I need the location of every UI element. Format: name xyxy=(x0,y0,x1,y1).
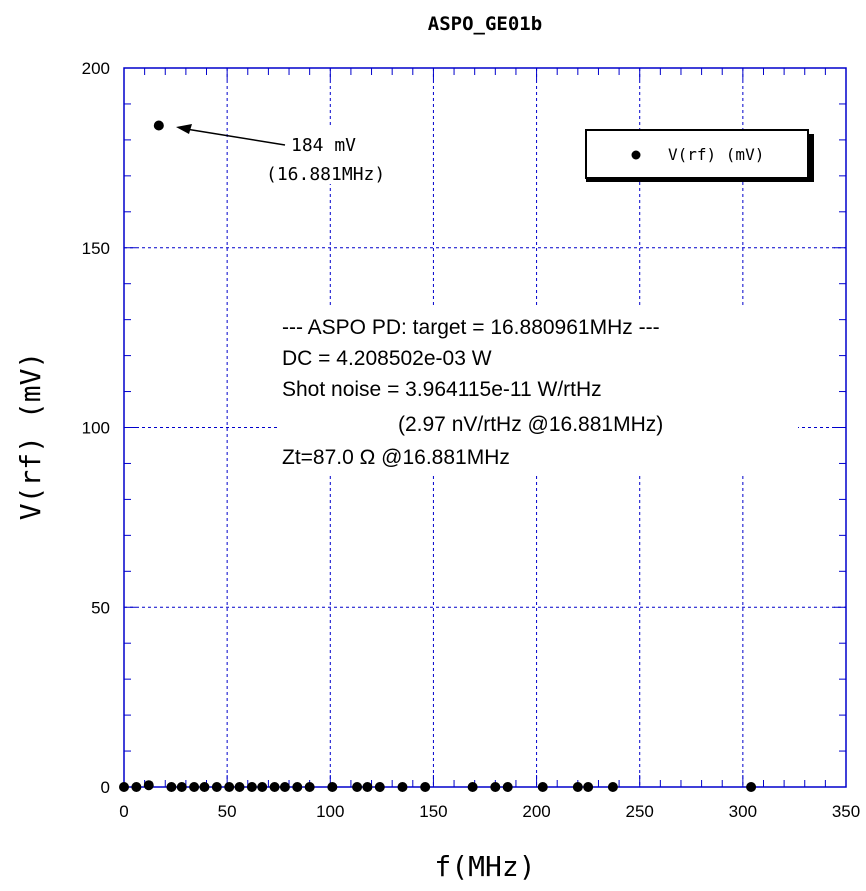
x-tick-label: 150 xyxy=(419,802,447,821)
legend: V(rf) (mV) xyxy=(585,129,814,182)
data-point xyxy=(420,782,431,792)
y-axis-label: V(rf) (mV) xyxy=(14,352,47,521)
y-tick-label: 50 xyxy=(91,598,110,617)
data-point xyxy=(143,780,154,791)
data-point xyxy=(189,782,200,792)
peak-annotation: 184 mV (16.881MHz) xyxy=(176,124,410,185)
y-tick-label: 0 xyxy=(101,778,110,797)
data-point xyxy=(269,782,280,792)
info-line-1: --- ASPO PD: target = 16.880961MHz --- xyxy=(282,316,660,339)
peak-value-label: 184 mV xyxy=(291,135,356,156)
data-point xyxy=(607,782,618,792)
data-point xyxy=(211,782,222,792)
info-line-4: (2.97 nV/rtHz @16.881MHz) xyxy=(398,413,663,436)
peak-arrow xyxy=(185,128,286,146)
x-tick-label: 0 xyxy=(119,802,128,821)
data-point xyxy=(397,782,408,792)
info-annotation: --- ASPO PD: target = 16.880961MHz --- D… xyxy=(278,308,798,476)
data-point xyxy=(292,782,303,792)
data-point xyxy=(257,782,268,792)
data-point xyxy=(199,782,210,792)
data-point xyxy=(131,782,142,792)
data-point xyxy=(166,782,177,792)
x-tick-labels: 0 50 100 150 200 250 300 350 xyxy=(119,802,860,821)
data-point xyxy=(176,782,187,792)
x-tick-label: 200 xyxy=(522,802,550,821)
legend-marker xyxy=(631,150,641,160)
data-point xyxy=(304,782,315,792)
y-tick-label: 200 xyxy=(82,59,110,78)
info-line-5: Zt=87.0 Ω @16.881MHz xyxy=(282,446,510,469)
info-line-2: DC = 4.208502e-03 W xyxy=(282,347,492,370)
data-point xyxy=(153,120,164,131)
data-point xyxy=(467,782,478,792)
info-line-3: Shot noise = 3.964115e-11 W/rtHz xyxy=(282,378,602,401)
data-point xyxy=(327,782,338,792)
peak-frequency-label: (16.881MHz) xyxy=(266,164,385,185)
data-point xyxy=(374,782,385,792)
y-tick-label: 100 xyxy=(82,419,110,438)
y-tick-labels: 0 50 100 150 200 xyxy=(82,59,110,797)
data-point xyxy=(572,782,583,792)
x-tick-label: 100 xyxy=(316,802,344,821)
x-tick-label: 50 xyxy=(218,802,237,821)
legend-box xyxy=(585,129,809,179)
data-point xyxy=(502,782,513,792)
legend-label: V(rf) (mV) xyxy=(668,145,764,164)
x-tick-label: 300 xyxy=(729,802,757,821)
peak-annotation-background xyxy=(262,126,410,184)
info-background xyxy=(278,308,798,476)
chart-title: ASPO_GE01b xyxy=(428,13,542,35)
data-point xyxy=(490,782,501,792)
data-point xyxy=(234,782,245,792)
data-point xyxy=(537,782,548,792)
data-point xyxy=(224,782,235,792)
data-point xyxy=(583,782,594,792)
data-point xyxy=(279,782,290,792)
x-tick-label: 250 xyxy=(626,802,654,821)
peak-arrow-head xyxy=(176,124,192,134)
x-axis-label: f(MHz) xyxy=(434,850,535,883)
data-point xyxy=(746,782,757,792)
x-tick-label: 350 xyxy=(832,802,860,821)
data-point xyxy=(246,782,257,792)
data-point xyxy=(362,782,373,792)
data-point xyxy=(352,782,363,792)
data-points xyxy=(119,120,757,792)
y-tick-label: 150 xyxy=(82,239,110,258)
data-point xyxy=(119,782,129,792)
